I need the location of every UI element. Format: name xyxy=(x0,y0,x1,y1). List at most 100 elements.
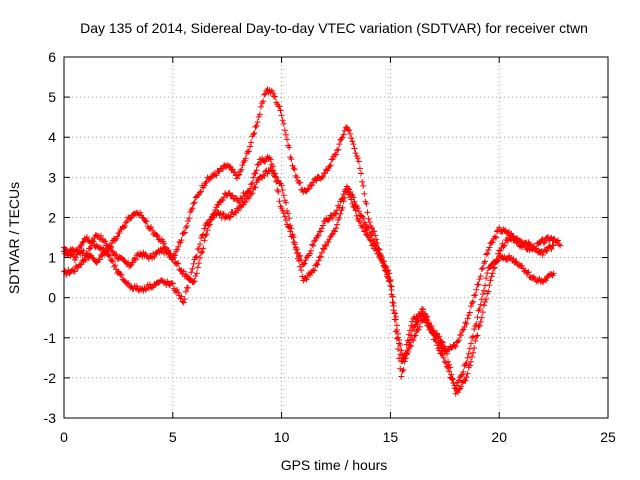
data-point xyxy=(175,243,182,250)
data-point xyxy=(397,341,404,348)
data-point xyxy=(490,265,497,272)
data-point xyxy=(151,254,158,261)
data-point xyxy=(452,343,459,350)
data-point xyxy=(429,330,436,337)
data-point xyxy=(414,320,421,327)
data-point xyxy=(273,174,280,181)
data-point xyxy=(479,309,486,316)
data-point xyxy=(170,254,177,261)
data-point xyxy=(132,256,139,263)
data-point xyxy=(314,261,321,268)
data-point xyxy=(483,275,490,282)
data-point xyxy=(406,336,413,343)
data-point xyxy=(280,209,287,216)
data-point xyxy=(192,254,199,261)
data-point xyxy=(317,253,324,260)
data-point xyxy=(107,243,114,250)
data-point xyxy=(346,127,353,134)
data-point xyxy=(557,242,564,249)
data-point xyxy=(87,245,94,252)
data-point xyxy=(403,351,410,358)
x-tick-label: 25 xyxy=(600,429,616,445)
data-point xyxy=(286,144,293,151)
data-point xyxy=(272,170,279,177)
data-point xyxy=(371,228,378,235)
data-point xyxy=(190,200,197,207)
data-point xyxy=(133,283,140,290)
data-point xyxy=(269,167,276,174)
data-point xyxy=(443,350,450,357)
data-point xyxy=(313,261,320,268)
data-point xyxy=(420,310,427,317)
data-point xyxy=(204,220,211,227)
data-point xyxy=(199,232,206,239)
data-point xyxy=(191,199,198,206)
data-point xyxy=(351,145,358,152)
data-point xyxy=(440,354,447,361)
data-point xyxy=(301,260,308,267)
data-point xyxy=(96,256,103,263)
data-point xyxy=(251,130,258,137)
data-point xyxy=(353,212,360,219)
data-point xyxy=(293,174,300,181)
data-point xyxy=(475,281,482,288)
data-point xyxy=(401,358,408,365)
data-point xyxy=(279,186,286,193)
data-point xyxy=(405,339,412,346)
data-point xyxy=(409,327,416,334)
data-point xyxy=(496,224,503,231)
data-point xyxy=(303,276,310,283)
data-point xyxy=(477,273,484,280)
data-point xyxy=(291,239,298,246)
data-point xyxy=(462,377,469,384)
data-point xyxy=(458,383,465,390)
y-tick-label: 1 xyxy=(48,250,56,266)
data-point xyxy=(312,237,319,244)
data-point xyxy=(463,360,470,367)
data-point xyxy=(365,234,372,241)
data-point xyxy=(114,233,121,240)
data-point xyxy=(248,139,255,146)
data-point xyxy=(500,243,507,250)
data-point xyxy=(390,307,397,314)
data-point xyxy=(340,131,347,138)
data-point xyxy=(181,296,188,303)
data-point xyxy=(453,382,460,389)
data-point xyxy=(125,280,132,287)
data-point xyxy=(454,389,461,396)
data-point xyxy=(71,268,78,275)
data-point xyxy=(229,192,236,199)
data-point xyxy=(482,282,489,289)
data-point xyxy=(142,218,149,225)
data-point xyxy=(310,266,317,273)
data-point xyxy=(247,143,254,150)
data-point xyxy=(190,278,197,285)
data-point xyxy=(253,167,260,174)
data-point xyxy=(360,215,367,222)
data-point xyxy=(544,247,551,254)
data-point xyxy=(399,368,406,375)
data-point xyxy=(199,249,206,256)
data-point xyxy=(279,117,286,124)
data-point xyxy=(460,368,467,375)
data-point xyxy=(501,242,508,249)
data-point xyxy=(197,189,203,196)
data-point xyxy=(249,190,256,197)
data-point xyxy=(329,214,336,221)
data-point xyxy=(245,195,252,202)
data-point xyxy=(250,131,257,138)
data-point xyxy=(238,166,245,173)
data-point xyxy=(195,245,202,252)
y-axis-label: SDTVAR / TECUs xyxy=(6,182,22,294)
data-point xyxy=(428,329,435,336)
data-point xyxy=(397,351,404,358)
data-point xyxy=(219,196,226,203)
data-point xyxy=(366,219,373,226)
data-point xyxy=(180,268,187,275)
data-point xyxy=(257,103,264,110)
data-point xyxy=(427,326,434,333)
data-point xyxy=(189,205,196,212)
data-point xyxy=(315,257,322,264)
data-point xyxy=(185,218,192,224)
data-point xyxy=(102,238,109,245)
